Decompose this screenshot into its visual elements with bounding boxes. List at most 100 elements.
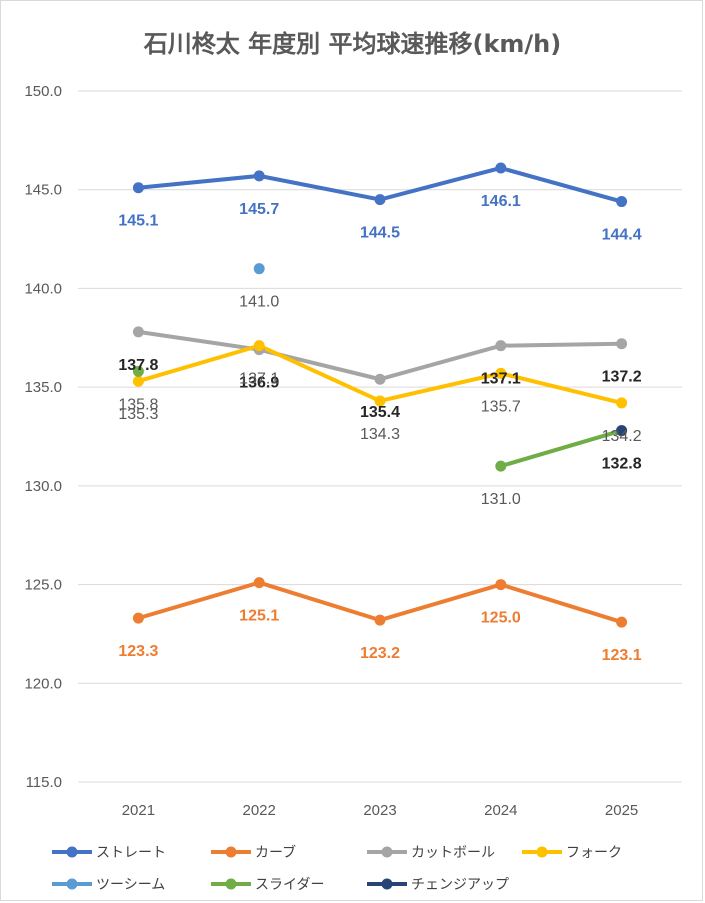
data-label: 125.1 <box>239 608 279 625</box>
series-line-segment <box>498 428 624 469</box>
y-tick-label: 130.0 <box>24 478 62 495</box>
data-point <box>374 395 386 407</box>
series-line-segment <box>257 343 382 403</box>
series-points <box>132 162 628 628</box>
x-tick-label: 2024 <box>484 802 517 819</box>
data-label: 137.1 <box>239 371 279 388</box>
gridlines <box>78 90 682 783</box>
series-line-segment <box>378 165 503 202</box>
data-point <box>374 373 386 385</box>
data-point <box>132 612 144 624</box>
x-tick-label: 2022 <box>243 802 276 819</box>
data-label: 135.8 <box>118 396 158 413</box>
legend-swatch-marker <box>225 846 237 858</box>
legend-swatch-marker <box>66 878 78 890</box>
data-point <box>132 365 144 377</box>
series-lines <box>136 165 624 625</box>
data-point <box>132 182 144 194</box>
x-axis: 2021 2022 2023 2024 2025 <box>122 802 639 819</box>
data-label: 145.7 <box>239 201 279 218</box>
series-line-segment <box>378 582 503 623</box>
chart-title: 石川柊太 年度別 平均球速推移(km/h) <box>143 30 562 58</box>
y-tick-label: 120.0 <box>24 675 62 692</box>
data-label: 123.2 <box>360 645 400 662</box>
data-label: 135.7 <box>481 398 521 415</box>
legend-entry-label: カーブ <box>255 844 296 861</box>
series-line-segment <box>257 580 382 623</box>
y-tick-label: 150.0 <box>24 83 62 100</box>
series-line-segment <box>498 371 624 405</box>
series-line-segment <box>257 173 382 202</box>
data-point <box>495 579 507 591</box>
legend-swatch-marker <box>66 846 78 858</box>
data-label: 136.9 <box>239 375 279 392</box>
data-point <box>132 326 144 338</box>
series-line-segment <box>498 582 624 625</box>
data-point <box>132 375 144 387</box>
data-point <box>374 614 386 626</box>
legend-swatch-marker <box>225 878 237 890</box>
data-label: 144.5 <box>360 225 400 242</box>
data-point <box>616 616 628 628</box>
data-point <box>495 162 507 174</box>
legend-entry-label: ツーシーム <box>96 877 165 893</box>
data-point <box>616 196 628 208</box>
series-line-segment <box>136 173 262 190</box>
data-label: 146.1 <box>481 193 521 210</box>
y-axis: 150.0 145.0 140.0 135.0 130.0 125.0 120.0 115.0 <box>24 83 62 791</box>
series-line-segment <box>378 371 503 403</box>
data-point <box>253 170 265 182</box>
data-label: 123.1 <box>602 647 642 664</box>
legend-entry-label: カットボール <box>411 845 495 861</box>
data-label: 135.3 <box>118 406 158 423</box>
data-point <box>616 425 628 437</box>
data-label: 134.3 <box>360 426 400 443</box>
y-tick-label: 140.0 <box>24 280 62 297</box>
data-label: 137.2 <box>602 369 642 386</box>
data-point <box>495 340 507 352</box>
data-label: 123.3 <box>118 643 158 660</box>
data-point <box>616 397 628 409</box>
x-tick-label: 2021 <box>122 802 155 819</box>
data-point <box>616 338 628 350</box>
data-label: 145.1 <box>118 213 158 230</box>
data-label: 132.8 <box>602 456 642 473</box>
data-point <box>253 340 265 352</box>
y-tick-label: 125.0 <box>24 577 62 594</box>
legend-swatch-marker <box>381 846 393 858</box>
data-point <box>495 460 507 472</box>
series-line-segment <box>498 165 624 204</box>
legend-entry-label: ストレート <box>96 845 166 861</box>
data-label: 134.2 <box>602 428 642 445</box>
data-label: 131.0 <box>481 491 521 508</box>
data-label: 141.0 <box>239 294 279 311</box>
y-tick-label: 115.0 <box>26 774 62 791</box>
data-point <box>253 263 265 275</box>
data-label: 135.4 <box>360 404 400 421</box>
data-point <box>495 367 507 379</box>
y-tick-label: 145.0 <box>24 182 62 199</box>
series-line-segment <box>498 341 624 348</box>
series-line-segment <box>136 580 262 621</box>
x-tick-label: 2025 <box>605 802 638 819</box>
legend-swatch-marker <box>536 846 548 858</box>
data-label: 125.0 <box>481 610 521 627</box>
data-point <box>374 194 386 206</box>
data-labels: 145.1 145.7 144.5 146.1 144.4 123.3 125.1 123.2… <box>118 193 641 664</box>
series-line-segment <box>136 343 262 384</box>
series-line-segment <box>136 329 262 352</box>
y-tick-label: 135.0 <box>24 379 62 396</box>
series-line-segment <box>378 343 503 382</box>
data-point <box>253 577 265 589</box>
legend-entry-label: フォーク <box>566 845 622 861</box>
legend-entry-label: チェンジアップ <box>411 877 509 893</box>
x-tick-label: 2023 <box>363 802 396 819</box>
legend-swatch-marker <box>381 878 393 890</box>
data-label: 137.8 <box>118 357 158 374</box>
data-label: 137.1 <box>481 371 521 388</box>
legend-entry-label: スライダー <box>255 877 324 893</box>
data-label: 144.4 <box>602 227 642 244</box>
